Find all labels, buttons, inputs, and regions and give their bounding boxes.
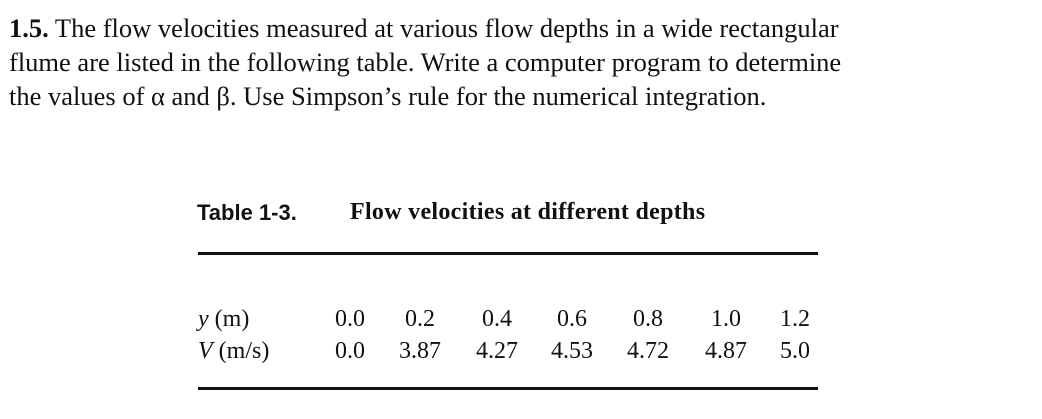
row-symbol: V — [198, 338, 213, 364]
problem-line: 1.5. The flow velocities measured at var… — [9, 13, 839, 44]
table-cell: 0.8 — [633, 306, 663, 332]
table-cell: 3.87 — [399, 338, 441, 364]
problem-text: flume are listed in the following table.… — [9, 47, 842, 77]
table-title: Flow velocities at different depths — [350, 199, 706, 225]
table-label: Table 1-3. — [197, 200, 297, 225]
problem-text: The flow velocities measured at various … — [54, 13, 839, 43]
table-cell: 4.72 — [627, 338, 669, 364]
problem-number: 1.5. — [9, 13, 49, 43]
table-cell: 1.0 — [711, 306, 741, 332]
table-cell: 5.0 — [780, 338, 810, 364]
table-cell: 0.0 — [335, 338, 365, 364]
table-cell: 0.6 — [557, 306, 587, 332]
table-cell: 0.4 — [482, 306, 512, 332]
problem-text: the values of α and β. Use Simpson’s rul… — [9, 81, 767, 111]
table-cell: 4.87 — [705, 338, 747, 364]
table-rule — [198, 252, 818, 255]
row-unit: (m/s) — [218, 338, 270, 364]
table-rule — [198, 387, 818, 390]
table-cell: 0.0 — [335, 306, 365, 332]
table-cell: 4.27 — [476, 338, 518, 364]
table-cell: 0.2 — [405, 306, 435, 332]
row-symbol: y — [198, 306, 209, 332]
row-label: V (m/s) — [198, 338, 269, 365]
row-label: y (m) — [198, 306, 249, 333]
table-cell: 1.2 — [780, 306, 810, 332]
table-cell: 4.53 — [551, 338, 593, 364]
row-unit: (m) — [214, 306, 250, 332]
